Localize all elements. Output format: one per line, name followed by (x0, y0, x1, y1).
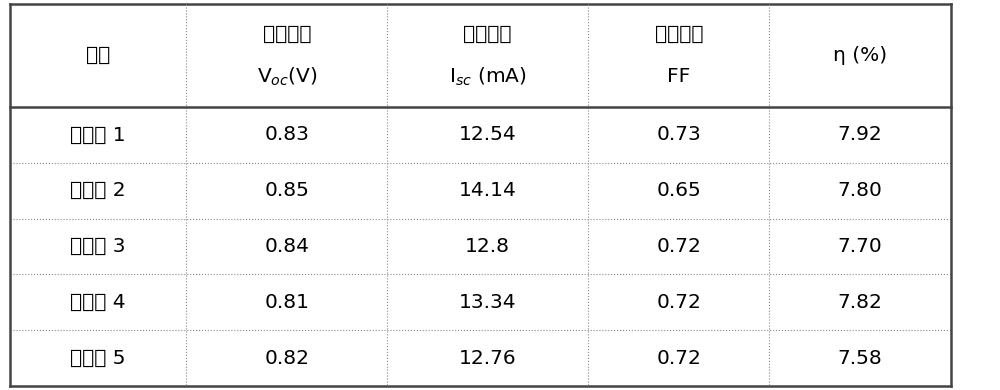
Text: 7.58: 7.58 (838, 349, 883, 368)
Text: 填充因子: 填充因子 (655, 25, 703, 44)
Text: 0.65: 0.65 (656, 181, 701, 200)
Text: 7.70: 7.70 (838, 237, 883, 256)
Text: 0.73: 0.73 (656, 126, 701, 144)
Text: 实施例 3: 实施例 3 (70, 237, 126, 256)
Text: 12.8: 12.8 (465, 237, 510, 256)
Text: V$_{oc}$(V): V$_{oc}$(V) (257, 66, 317, 88)
Text: 0.85: 0.85 (264, 181, 309, 200)
Text: 0.83: 0.83 (264, 126, 309, 144)
Text: 0.72: 0.72 (656, 349, 701, 368)
Text: 13.34: 13.34 (459, 293, 517, 312)
Text: 实施例 4: 实施例 4 (70, 293, 126, 312)
Text: 0.72: 0.72 (656, 293, 701, 312)
Text: 0.81: 0.81 (264, 293, 309, 312)
Text: η (%): η (%) (833, 46, 887, 65)
Text: 0.72: 0.72 (656, 237, 701, 256)
Text: 0.82: 0.82 (264, 349, 309, 368)
Text: 开路电压: 开路电压 (263, 25, 311, 44)
Text: 7.92: 7.92 (838, 126, 883, 144)
Text: 短路电流: 短路电流 (464, 25, 512, 44)
Text: 12.76: 12.76 (459, 349, 517, 368)
Text: 实施例 1: 实施例 1 (70, 126, 126, 144)
Text: 序号: 序号 (86, 46, 110, 65)
Text: 14.14: 14.14 (459, 181, 517, 200)
Text: 7.82: 7.82 (838, 293, 883, 312)
Text: FF: FF (667, 67, 690, 86)
Text: 实施例 2: 实施例 2 (70, 181, 126, 200)
Text: 12.54: 12.54 (459, 126, 517, 144)
Text: 7.80: 7.80 (838, 181, 883, 200)
Text: I$_{sc}$ (mA): I$_{sc}$ (mA) (449, 66, 527, 88)
Text: 实施例 5: 实施例 5 (70, 349, 126, 368)
Text: 0.84: 0.84 (264, 237, 309, 256)
